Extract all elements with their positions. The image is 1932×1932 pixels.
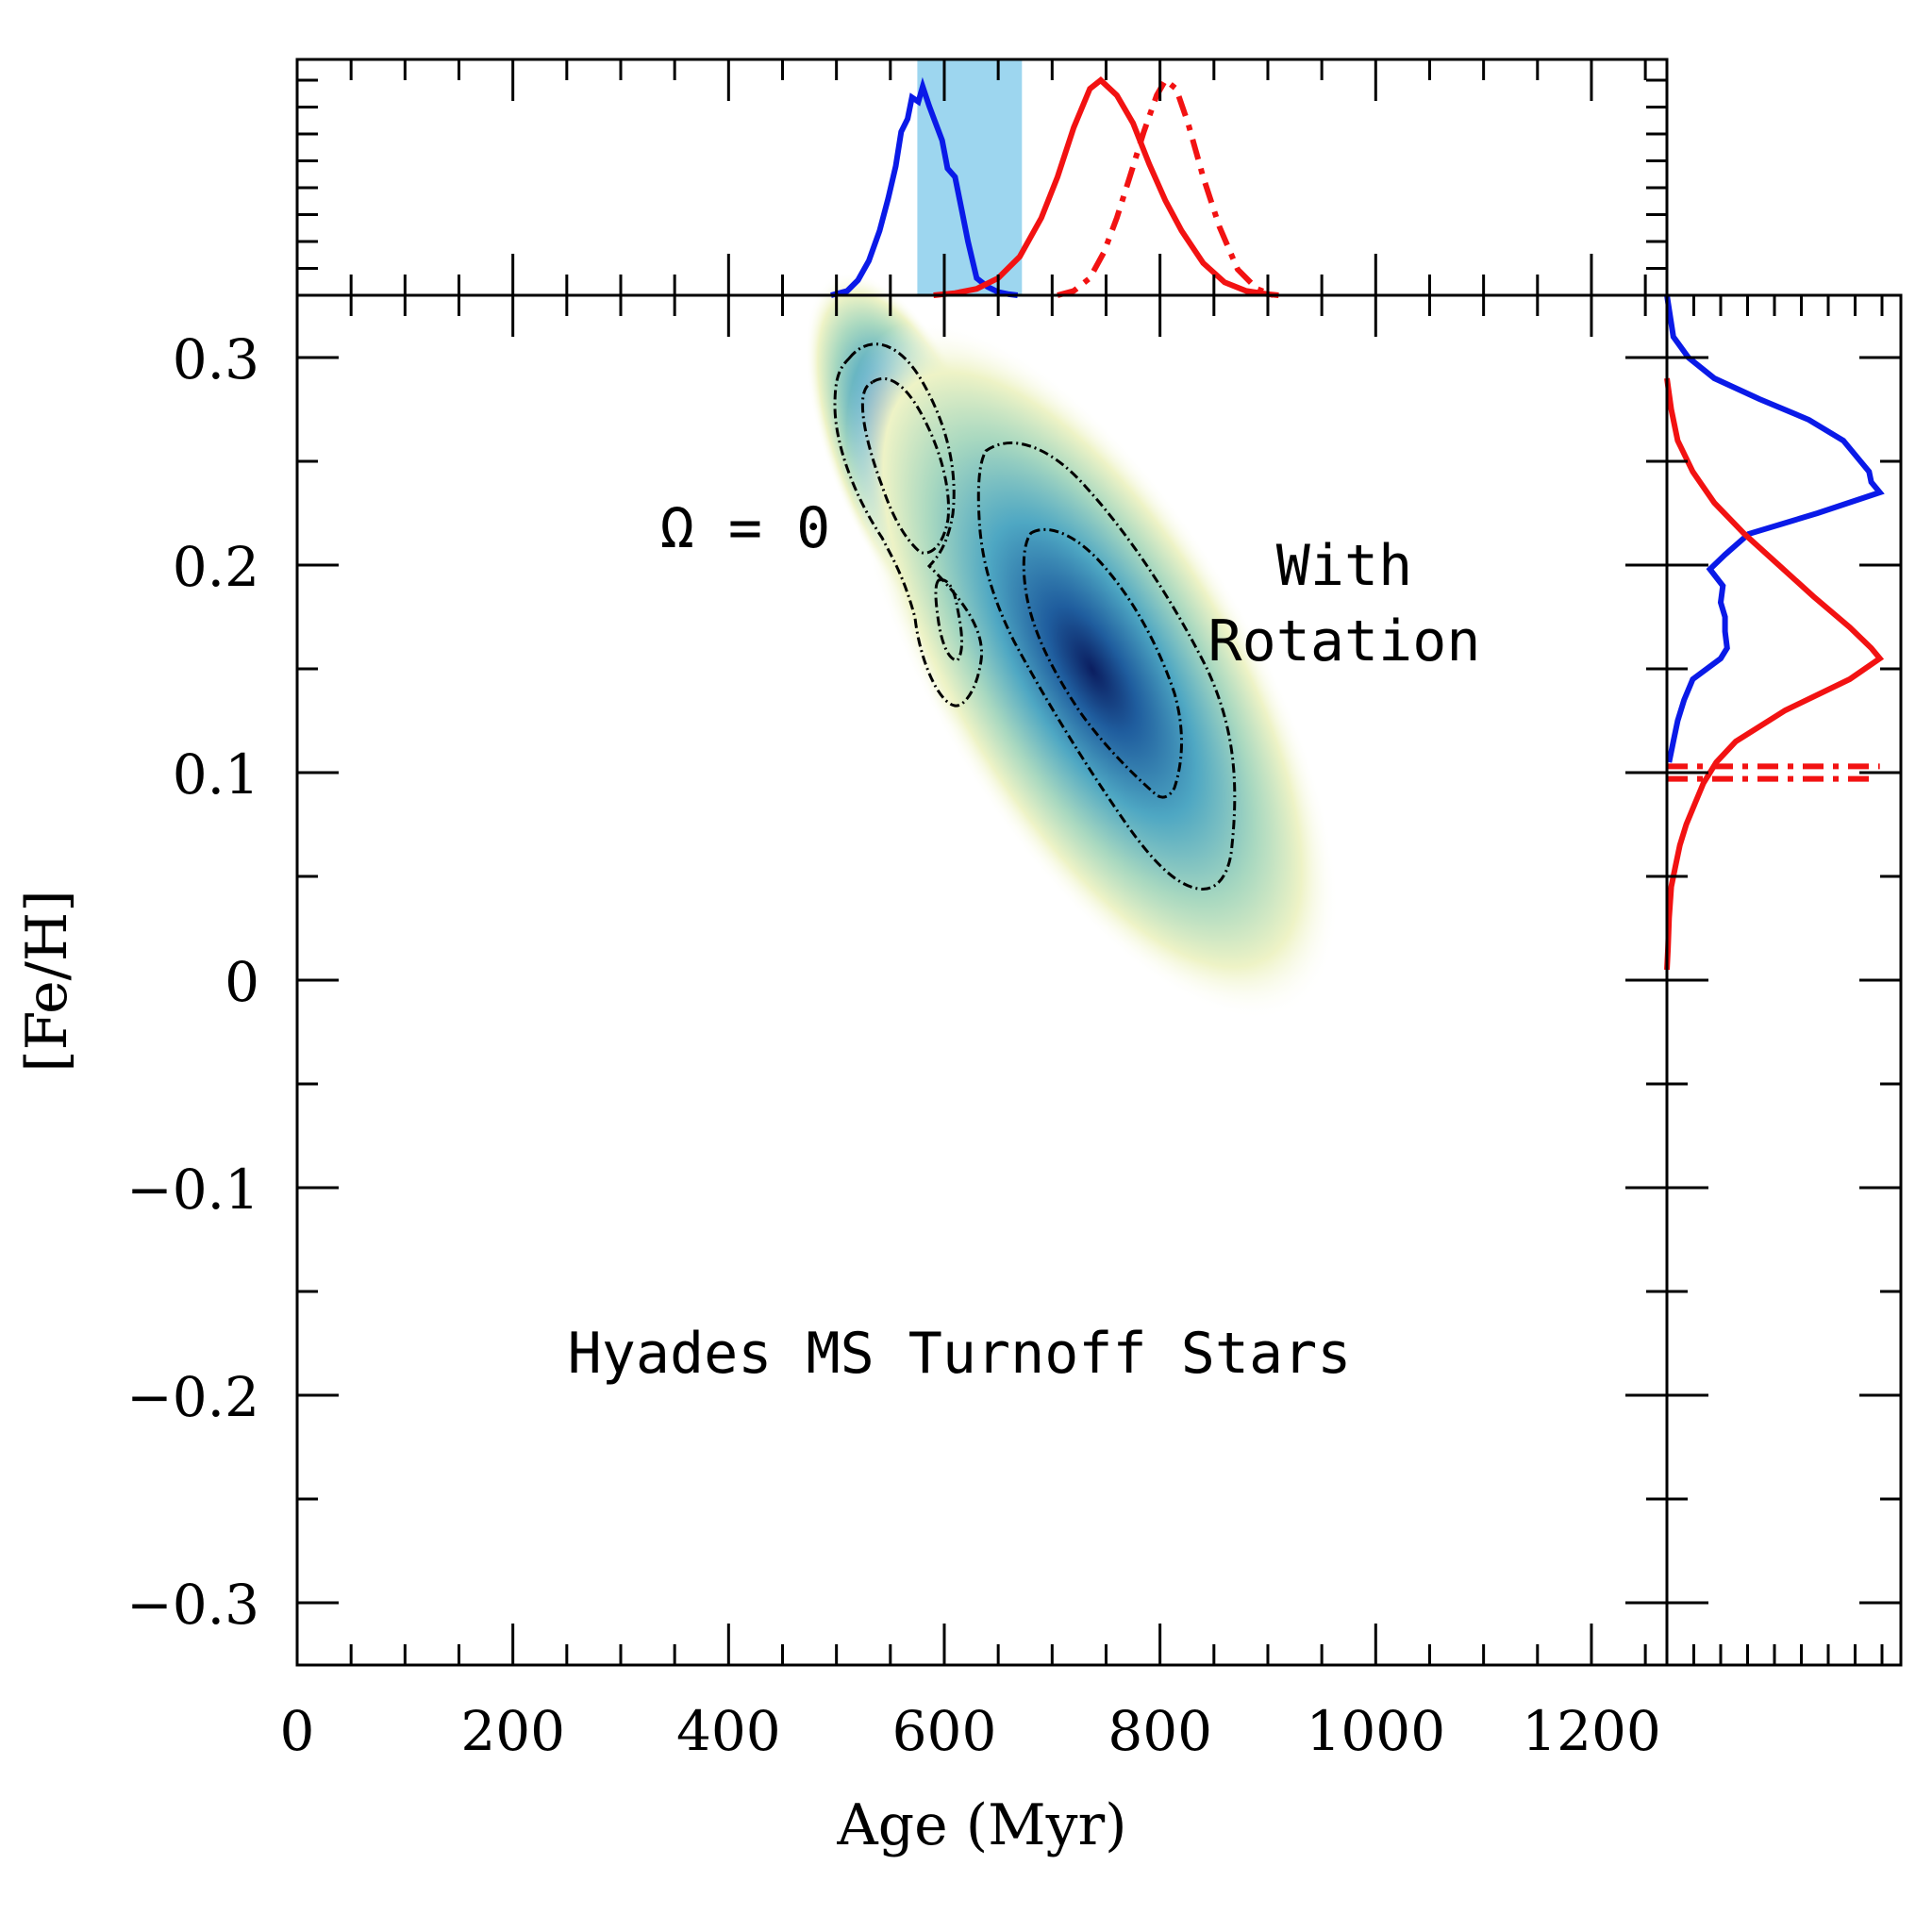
top-panel-frame bbox=[295, 58, 1669, 297]
annotation-nonrotating: Ω = 0 bbox=[660, 495, 831, 561]
density-blob-rotating bbox=[846, 320, 1339, 1020]
y-tick-label: 0.2 bbox=[173, 535, 259, 599]
y-axis-title: [Fe/H] bbox=[14, 890, 80, 1072]
x-tick-label: 1000 bbox=[1306, 1699, 1445, 1763]
x-tick-label: 0 bbox=[280, 1699, 315, 1763]
y-tick-label: −0.1 bbox=[126, 1158, 259, 1222]
top-curve-rotating bbox=[933, 76, 1279, 298]
y-tick-labels: 0.3 0.2 0.1 0 −0.1 −0.2 −0.3 bbox=[126, 327, 259, 1637]
x-tick-label: 1200 bbox=[1522, 1699, 1661, 1763]
contour-rot-inner bbox=[1022, 527, 1183, 799]
top-panel-curves bbox=[830, 75, 1279, 298]
x-tick-label: 800 bbox=[1108, 1699, 1212, 1763]
contour-nonrot-outer bbox=[833, 342, 984, 708]
top-curve-rotating-alt bbox=[1057, 75, 1274, 298]
right-curve-rotating bbox=[1664, 377, 1885, 971]
axis-ticks bbox=[295, 59, 1901, 1665]
contour-rot-outer bbox=[976, 441, 1237, 891]
y-tick-label: 0.1 bbox=[173, 742, 259, 807]
x-tick-label: 200 bbox=[460, 1699, 565, 1763]
y-tick-label: −0.2 bbox=[126, 1365, 259, 1429]
x-tick-label: 400 bbox=[676, 1699, 781, 1763]
x-tick-label: 600 bbox=[892, 1699, 997, 1763]
annotation-label: Hyades MS Turnoff Stars bbox=[568, 1321, 1352, 1387]
contour-nonrot-tail bbox=[934, 578, 963, 662]
x-tick-labels: 0 200 400 600 800 1000 1200 bbox=[280, 1699, 1661, 1763]
right-curve-nonrotating bbox=[1664, 294, 1885, 763]
y-tick-label: −0.3 bbox=[126, 1573, 259, 1637]
right-curve-rotating-alt bbox=[1667, 763, 1880, 782]
y-tick-label: 0.3 bbox=[173, 327, 259, 391]
density-map bbox=[805, 271, 1339, 1020]
confidence-contours bbox=[833, 342, 1237, 891]
annotation-with: With bbox=[1276, 533, 1413, 599]
y-tick-label: 0 bbox=[225, 950, 259, 1014]
right-panel-curves bbox=[1664, 294, 1885, 971]
top-curve-nonrotating bbox=[830, 76, 1019, 298]
x-axis-title: Age (Myr) bbox=[836, 1792, 1126, 1858]
annotation-rotation: Rotation bbox=[1208, 608, 1481, 675]
